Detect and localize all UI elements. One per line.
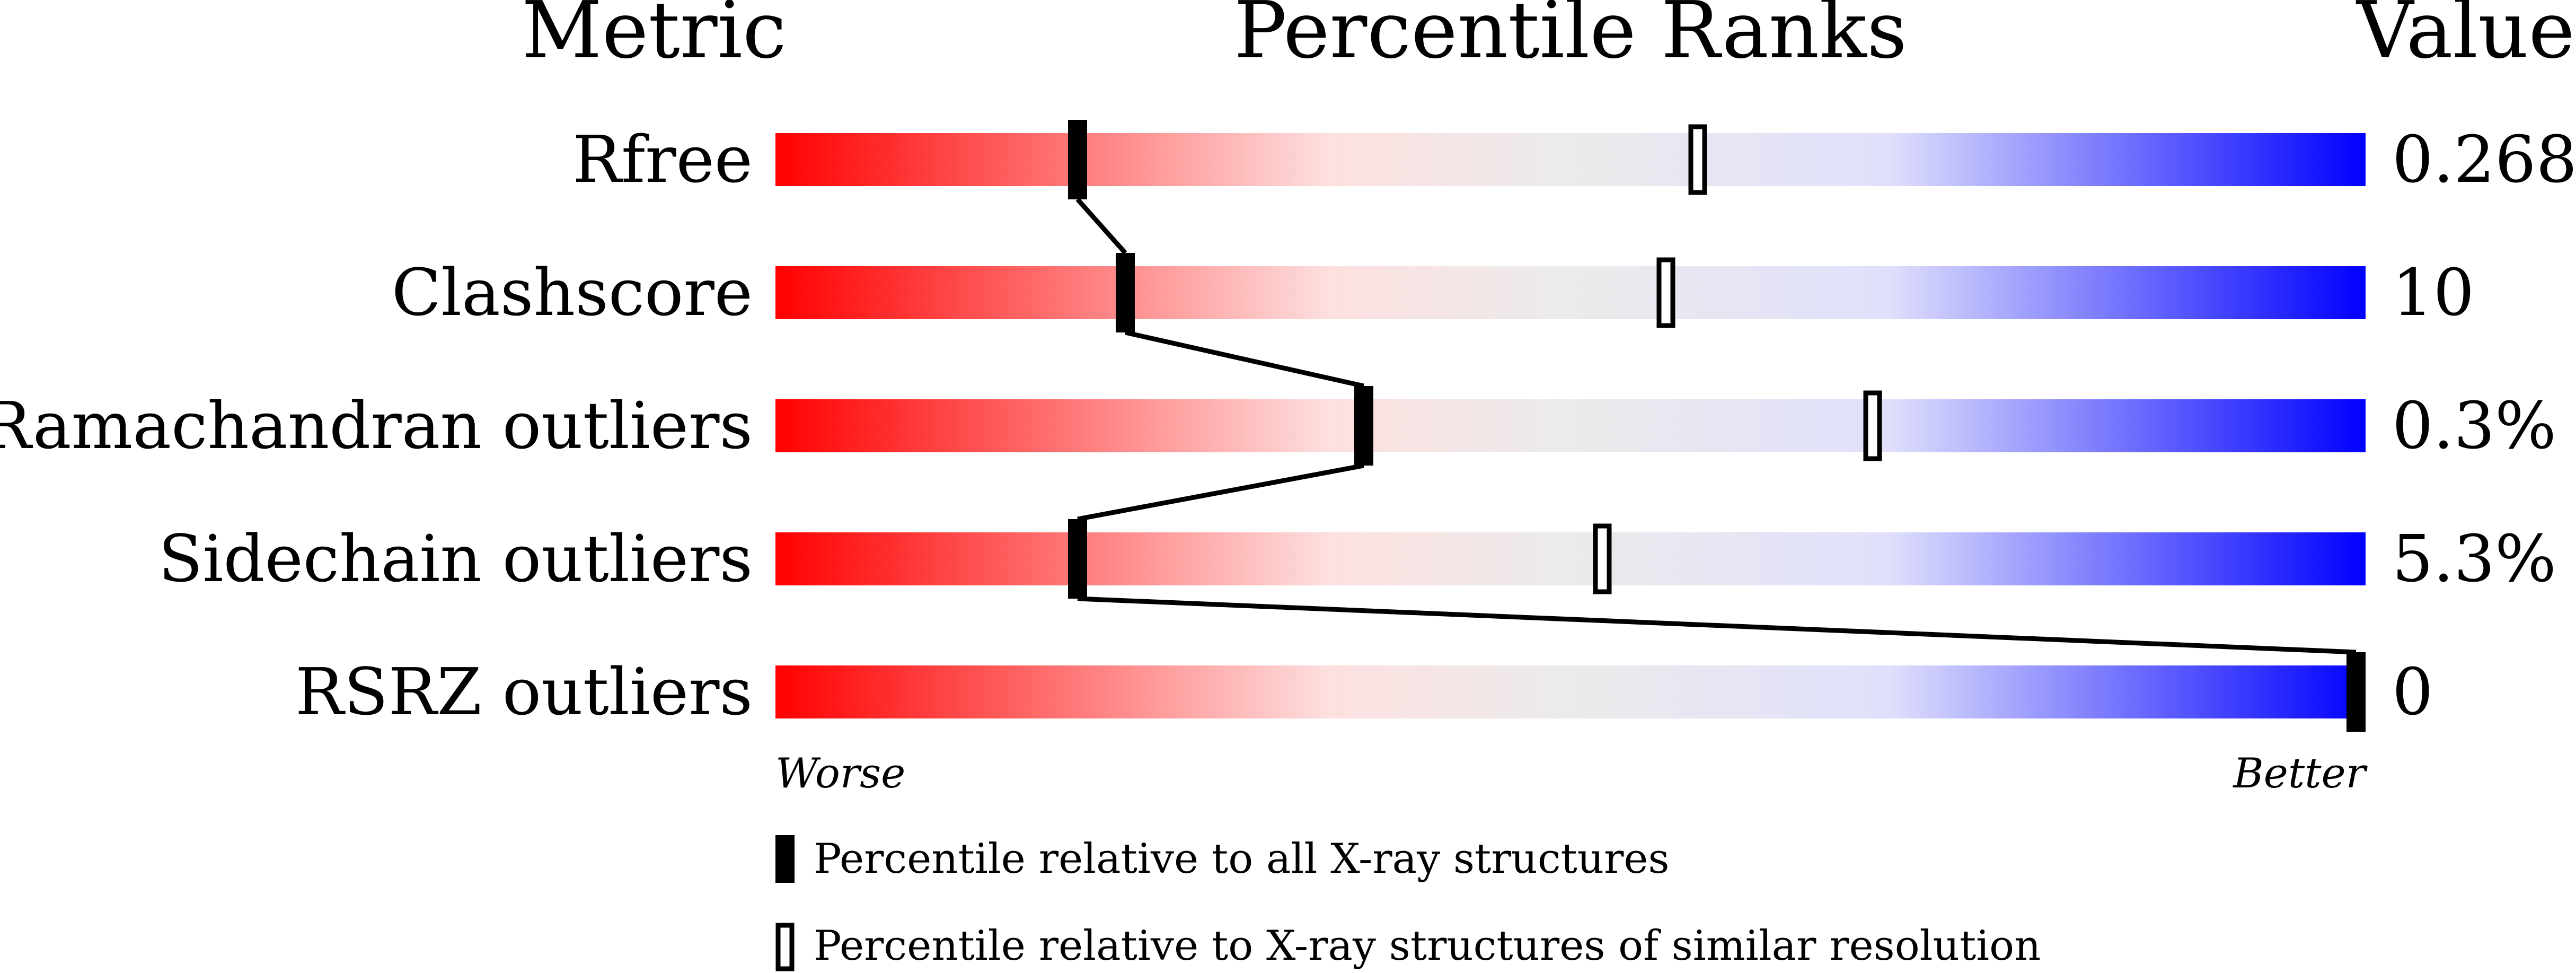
percentile-bar [775,399,2366,452]
metric-label: Rfree [572,122,753,197]
connector-line [1077,596,2357,655]
connector-line [1077,463,1364,522]
connector-line [1125,330,1364,389]
percentile-all-marker [1068,120,1087,199]
header-value: Value [2356,0,2575,76]
percentile-similar-marker [1656,257,1675,328]
percentile-bar [775,532,2366,585]
percentile-similar-marker [1863,390,1882,461]
percentile-all-marker [1354,386,1373,466]
metric-value: 0 [2392,654,2433,730]
percentile-bar [775,665,2366,718]
percentile-similar-marker [1688,124,1707,195]
percentile-similar-marker [1593,523,1612,594]
metric-label: RSRZ outliers [295,654,753,730]
legend-open-marker [775,923,795,971]
connector-line [1075,198,1127,255]
axis-label-worse: Worse [775,750,905,797]
percentile-bar [775,266,2366,319]
header-metric: Metric [522,0,787,76]
legend-label-all: Percentile relative to all X-ray structu… [814,835,1670,883]
percentile-all-marker [2346,652,2366,732]
metric-value: 0.268 [2392,122,2576,197]
header-percentile-ranks: Percentile Ranks [1234,0,1907,76]
metric-label: Sidechain outliers [158,521,753,597]
percentile-bar [775,133,2366,186]
metric-label: Ramachandran outliers [0,388,753,463]
metric-value: 5.3% [2392,521,2556,597]
metric-value: 10 [2392,255,2474,330]
axis-label-better: Better [2232,750,2368,797]
metric-label: Clashscore [392,255,753,330]
percentile-all-marker [1116,253,1135,332]
percentile-all-marker [1068,519,1087,599]
metric-value: 0.3% [2392,388,2556,463]
legend-label-similar: Percentile relative to X-ray structures … [814,922,2041,970]
legend-filled-marker [775,835,795,883]
